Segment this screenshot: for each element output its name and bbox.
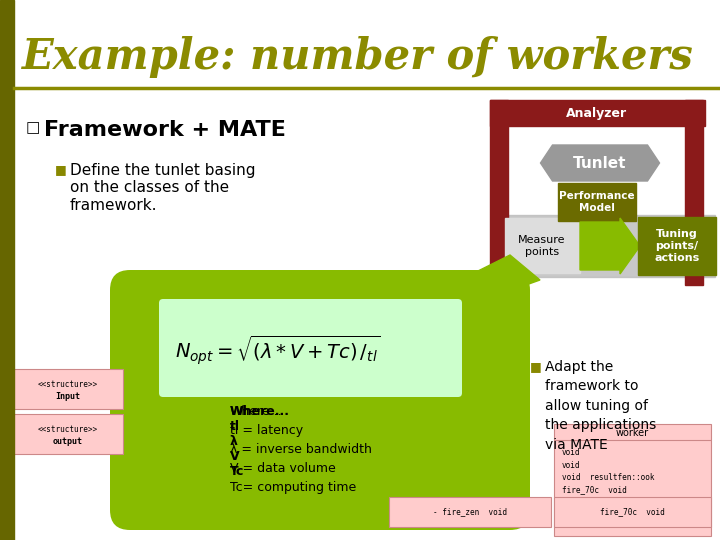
FancyBboxPatch shape — [159, 299, 462, 397]
Text: Define the tunlet basing
on the classes of the
framework.: Define the tunlet basing on the classes … — [70, 163, 256, 213]
FancyBboxPatch shape — [13, 369, 123, 409]
Text: Example: number of workers: Example: number of workers — [22, 36, 694, 78]
Text: <<structure>>: <<structure>> — [38, 425, 98, 434]
Bar — [505, 218, 580, 273]
Text: output: output — [53, 437, 83, 446]
Text: V: V — [230, 450, 240, 463]
Text: $N_{opt} = \sqrt{(\lambda*V+Tc)\,/_{tl}}$: $N_{opt} = \sqrt{(\lambda*V+Tc)\,/_{tl}}… — [175, 333, 381, 367]
Text: Tuning
points/
actions: Tuning points/ actions — [654, 230, 700, 262]
FancyBboxPatch shape — [554, 497, 711, 527]
Polygon shape — [541, 145, 660, 181]
Bar — [638, 217, 716, 275]
Text: Tunlet: Tunlet — [573, 156, 626, 171]
Text: λ: λ — [230, 435, 238, 448]
Text: Input: Input — [55, 392, 81, 401]
Text: Analyzer: Analyzer — [567, 106, 628, 119]
Text: Measure
points: Measure points — [518, 235, 566, 257]
Text: Tc: Tc — [230, 465, 244, 478]
Text: void
void
void  resultfen::ook
fire_70c  void: void void void resultfen::ook fire_70c v… — [562, 448, 654, 495]
FancyBboxPatch shape — [110, 270, 530, 530]
Text: Performance
Model: Performance Model — [559, 191, 635, 213]
Text: Framework + MATE: Framework + MATE — [44, 120, 286, 140]
Text: ■: ■ — [55, 163, 67, 176]
Bar — [490, 100, 705, 126]
Text: - fire_zen  void: - fire_zen void — [433, 508, 507, 516]
FancyBboxPatch shape — [389, 497, 551, 527]
Bar — [505, 215, 715, 277]
FancyBboxPatch shape — [13, 414, 123, 454]
Polygon shape — [430, 255, 540, 305]
Text: ■: ■ — [530, 360, 541, 373]
FancyBboxPatch shape — [554, 424, 711, 536]
Bar — [685, 100, 703, 285]
Bar — [490, 100, 508, 285]
Text: □: □ — [26, 120, 40, 135]
Bar — [0, 0, 14, 540]
Bar — [558, 183, 636, 221]
Text: fire_70c  void: fire_70c void — [600, 508, 665, 516]
Text: tl: tl — [230, 420, 240, 433]
Text: worker: worker — [616, 428, 649, 438]
Text: Adapt the
framework to
allow tuning of
the applications
via MATE: Adapt the framework to allow tuning of t… — [545, 360, 656, 452]
Polygon shape — [580, 218, 640, 274]
Text: <<structure>>: <<structure>> — [38, 380, 98, 389]
Text: Where...: Where... — [230, 405, 290, 418]
Text: Where...
tl = latency
λ = inverse bandwidth
V = data volume
Tc= computing time: Where... tl = latency λ = inverse bandwi… — [230, 405, 372, 494]
